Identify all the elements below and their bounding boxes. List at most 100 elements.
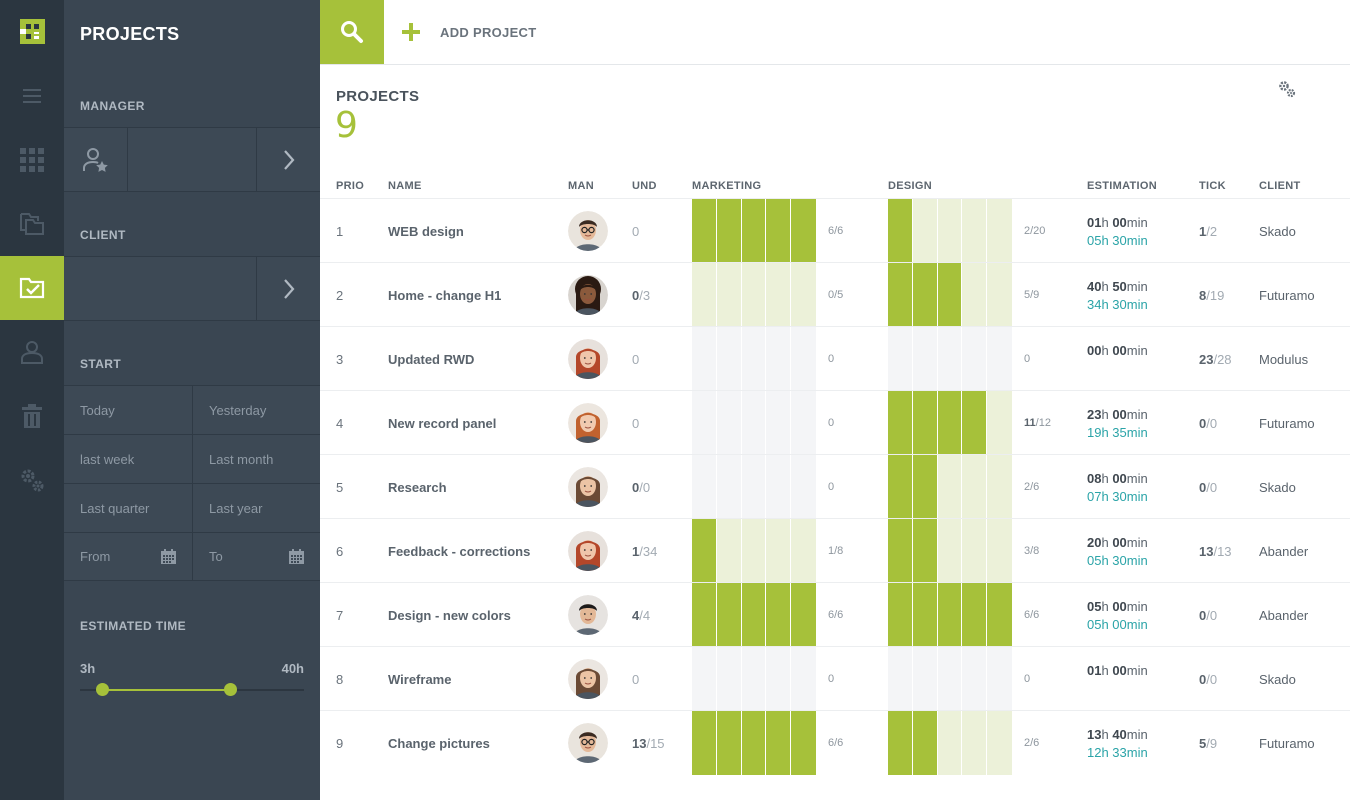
row-name[interactable]: Feedback - corrections bbox=[388, 543, 531, 559]
header-design[interactable]: DESIGN bbox=[888, 180, 932, 192]
slider-max-handle[interactable] bbox=[224, 683, 238, 696]
progress-segment bbox=[766, 391, 792, 455]
table-row[interactable]: 4 New record panel 0 0 11/12 23h 00min 19h 35m… bbox=[320, 390, 1350, 455]
row-name[interactable]: Home - change H1 bbox=[388, 287, 502, 303]
table-row[interactable]: 3 Updated RWD 0 0 0 00h 00min 23/28 Modulus bbox=[320, 326, 1350, 391]
rail-settings[interactable] bbox=[0, 448, 64, 512]
avatar[interactable] bbox=[568, 467, 608, 507]
estimation-planned: 05h 00min bbox=[1087, 599, 1148, 614]
header-man[interactable]: MAN bbox=[568, 180, 594, 192]
marketing-progress[interactable] bbox=[692, 263, 816, 327]
estimated-time-slider[interactable] bbox=[80, 683, 304, 696]
design-progress[interactable] bbox=[888, 711, 1012, 775]
row-estimation: 01h 00min 05h 30min bbox=[1087, 199, 1148, 263]
progress-segment bbox=[962, 455, 988, 519]
app-logo[interactable] bbox=[20, 19, 45, 44]
rail-users[interactable] bbox=[0, 320, 64, 384]
rail-folders[interactable] bbox=[0, 192, 64, 256]
manager-select[interactable] bbox=[128, 128, 256, 191]
date-last-year[interactable]: Last year bbox=[192, 483, 320, 532]
avatar[interactable] bbox=[568, 211, 608, 251]
row-name[interactable]: WEB design bbox=[388, 223, 464, 239]
design-progress[interactable] bbox=[888, 391, 1012, 455]
design-total: 2/6 bbox=[1024, 481, 1040, 493]
rail-dashboard[interactable] bbox=[0, 128, 64, 192]
design-total: /12 bbox=[1035, 417, 1051, 429]
header-estimation[interactable]: ESTIMATION bbox=[1087, 180, 1158, 192]
design-progress[interactable] bbox=[888, 583, 1012, 647]
icon-rail bbox=[0, 0, 64, 800]
header-name[interactable]: NAME bbox=[388, 180, 422, 192]
progress-segment bbox=[937, 391, 963, 455]
date-today[interactable]: Today bbox=[64, 385, 192, 434]
header-prio[interactable]: PRIO bbox=[336, 180, 365, 192]
calendar-icon[interactable] bbox=[161, 549, 176, 564]
table-row[interactable]: 7 Design - new colors 4/4 6/6 6/6 05h 00min 05… bbox=[320, 582, 1350, 647]
table-row[interactable]: 1 WEB design 0 6/6 2/20 01h 00min 05h 30min 1/2… bbox=[320, 198, 1350, 263]
date-last-week[interactable]: last week bbox=[64, 434, 192, 483]
table-row[interactable]: 6 Feedback - corrections 1/34 1/8 3/8 20h 00m… bbox=[320, 518, 1350, 583]
table-row[interactable]: 5 Research 0/0 0 2/6 08h 00min 07h 30min 0/0 Ska… bbox=[320, 454, 1350, 519]
manager-next-button[interactable] bbox=[257, 128, 320, 191]
calendar-icon[interactable] bbox=[289, 549, 304, 564]
design-progress[interactable] bbox=[888, 647, 1012, 711]
design-progress[interactable] bbox=[888, 519, 1012, 583]
avatar[interactable] bbox=[568, 403, 608, 443]
estimation-planned: 01h 00min bbox=[1087, 215, 1148, 230]
date-yesterday[interactable]: Yesterday bbox=[192, 385, 320, 434]
header-marketing[interactable]: MARKETING bbox=[692, 180, 762, 192]
estimation-spent: 05h 30min bbox=[1087, 553, 1148, 568]
marketing-total: 1/8 bbox=[828, 545, 844, 557]
marketing-progress[interactable] bbox=[692, 583, 816, 647]
date-last-quarter[interactable]: Last quarter bbox=[64, 483, 192, 532]
design-total: 0 bbox=[1024, 353, 1031, 365]
marketing-progress[interactable] bbox=[692, 455, 816, 519]
row-name[interactable]: Change pictures bbox=[388, 735, 490, 751]
row-name[interactable]: Updated RWD bbox=[388, 351, 475, 367]
date-last-month[interactable]: Last month bbox=[192, 434, 320, 483]
marketing-progress[interactable] bbox=[692, 711, 816, 775]
header-tick[interactable]: TICK bbox=[1199, 180, 1226, 192]
date-from-field[interactable]: From bbox=[64, 532, 192, 581]
rail-menu[interactable] bbox=[0, 64, 64, 128]
progress-segment bbox=[791, 327, 816, 391]
est-minutes: 00 bbox=[1112, 535, 1127, 550]
row-name[interactable]: Wireframe bbox=[388, 671, 452, 687]
design-progress[interactable] bbox=[888, 199, 1012, 263]
client-select[interactable] bbox=[64, 257, 256, 320]
settings-gears-icon[interactable] bbox=[1278, 80, 1296, 98]
avatar[interactable] bbox=[568, 723, 608, 763]
rail-projects[interactable] bbox=[0, 256, 64, 320]
marketing-progress[interactable] bbox=[692, 199, 816, 263]
manager-avatar-button[interactable] bbox=[64, 128, 127, 191]
marketing-progress[interactable] bbox=[692, 519, 816, 583]
rail-trash[interactable] bbox=[0, 384, 64, 448]
design-total: 3/8 bbox=[1024, 545, 1040, 557]
marketing-progress[interactable] bbox=[692, 391, 816, 455]
design-progress[interactable] bbox=[888, 327, 1012, 391]
add-project-button[interactable]: ADD PROJECT bbox=[402, 22, 536, 42]
row-prio: 9 bbox=[336, 735, 344, 751]
slider-min-handle[interactable] bbox=[96, 683, 110, 696]
search-button[interactable] bbox=[320, 0, 384, 64]
marketing-progress[interactable] bbox=[692, 647, 816, 711]
table-row[interactable]: 9 Change pictures 13/15 6/6 2/6 13h 40min 12h … bbox=[320, 710, 1350, 775]
date-to-field[interactable]: To bbox=[192, 532, 320, 581]
row-name[interactable]: Design - new colors bbox=[388, 607, 511, 623]
design-progress[interactable] bbox=[888, 263, 1012, 327]
row-name[interactable]: New record panel bbox=[388, 415, 497, 431]
avatar[interactable] bbox=[568, 339, 608, 379]
table-row[interactable]: 8 Wireframe 0 0 0 01h 00min 0/0 Skado bbox=[320, 646, 1350, 711]
row-name[interactable]: Research bbox=[388, 479, 447, 495]
marketing-progress[interactable] bbox=[692, 327, 816, 391]
progress-segment bbox=[741, 711, 767, 775]
header-client[interactable]: CLIENT bbox=[1259, 180, 1301, 192]
avatar[interactable] bbox=[568, 595, 608, 635]
avatar[interactable] bbox=[568, 275, 608, 315]
avatar[interactable] bbox=[568, 531, 608, 571]
avatar[interactable] bbox=[568, 659, 608, 699]
table-row[interactable]: 2 Home - change H1 0/3 0/5 5/9 40h 50min 34h 3… bbox=[320, 262, 1350, 327]
design-progress[interactable] bbox=[888, 455, 1012, 519]
header-und[interactable]: UND bbox=[632, 180, 657, 192]
client-next-button[interactable] bbox=[257, 257, 320, 320]
